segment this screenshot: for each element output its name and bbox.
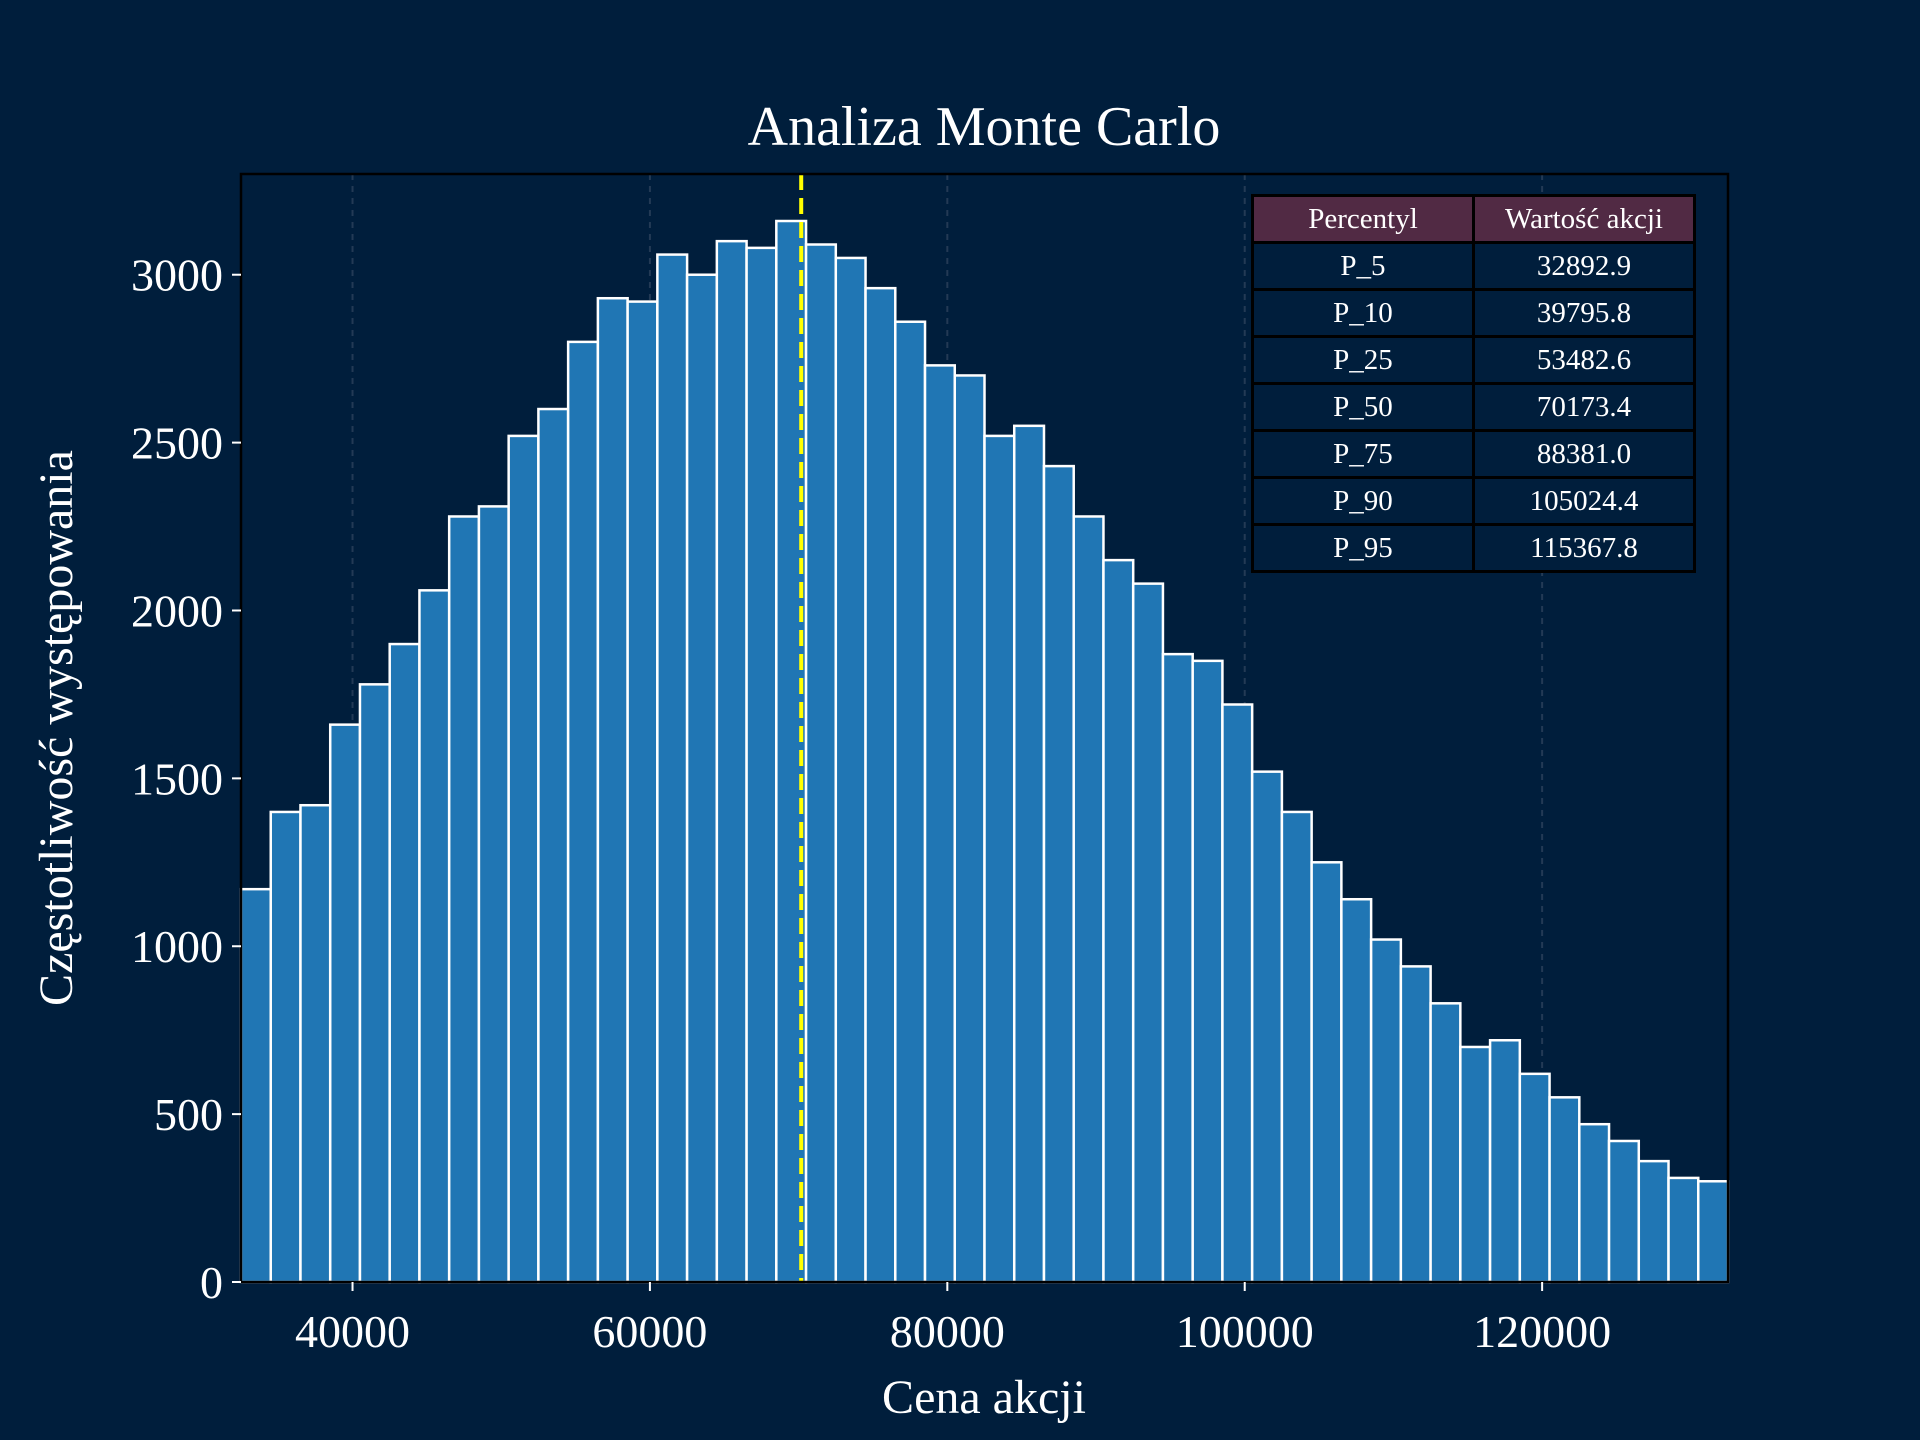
histogram-bar [1131, 582, 1165, 1284]
histogram-bar [1399, 965, 1432, 1284]
histogram-bar [953, 374, 986, 1284]
histogram-bar [269, 810, 302, 1284]
histogram-bar [1578, 1122, 1611, 1284]
chart-title: Analiza Monte Carlo [748, 96, 1221, 158]
table-cell-percentile: P_75 [1251, 429, 1475, 479]
table-cell-value: 70173.4 [1472, 382, 1696, 432]
y-tick-label: 2500 [131, 418, 223, 469]
histogram-bar [507, 434, 540, 1284]
histogram-bar [1250, 770, 1284, 1284]
table-cell-value: 32892.9 [1472, 241, 1696, 291]
histogram-bar [894, 320, 927, 1284]
table-cell-percentile: P_25 [1251, 335, 1475, 385]
histogram-bar [864, 286, 897, 1284]
histogram-bar [1697, 1180, 1730, 1284]
y-tick-label: 3000 [131, 250, 223, 301]
x-tick-label: 60000 [592, 1306, 707, 1357]
histogram-bar [1548, 1096, 1581, 1284]
histogram-bar [745, 246, 778, 1284]
plot-frame [239, 172, 1730, 1284]
x-axis-ticks: 40000 60000 80000 100000 120000 [295, 1282, 1611, 1357]
table-cell-percentile: P_95 [1251, 523, 1475, 573]
y-tick-label: 1500 [131, 753, 223, 804]
table-cell-percentile: P_5 [1251, 241, 1475, 291]
table-row: P_10 39795.8 [1251, 288, 1696, 338]
table-row: P_5 32892.9 [1251, 241, 1696, 291]
histogram-bar [388, 642, 421, 1284]
histogram-bar [1667, 1176, 1700, 1284]
y-axis-label: Częstotliwość występowania [30, 450, 83, 1006]
histogram-bar [1280, 810, 1313, 1284]
histogram-bar [537, 407, 570, 1284]
table-cell-value: 53482.6 [1472, 335, 1696, 385]
histogram-bar [596, 296, 629, 1284]
histogram-bar [299, 803, 332, 1284]
histogram-bar [1488, 1039, 1522, 1284]
histogram-bar [566, 340, 600, 1284]
table-row: P_90 105024.4 [1251, 476, 1696, 526]
table-header-percentile: Percentyl [1251, 194, 1475, 244]
x-axis-label: Cena akcji [882, 1371, 1086, 1424]
histogram-bar [447, 515, 481, 1284]
table-header-value: Wartość akcji [1472, 194, 1696, 244]
y-tick-label: 2000 [131, 585, 223, 636]
histogram-bar [1042, 464, 1075, 1284]
table-cell-percentile: P_50 [1251, 382, 1475, 432]
histogram-bar [685, 273, 719, 1284]
histogram-bar [1221, 703, 1254, 1284]
histogram-bar [715, 239, 748, 1284]
histogram-bar [923, 364, 957, 1284]
histogram-bar [656, 253, 689, 1284]
histogram-bar [328, 723, 362, 1284]
table-row: P_50 70173.4 [1251, 382, 1696, 432]
histogram-bar [1161, 652, 1194, 1284]
table-cell-percentile: P_10 [1251, 288, 1475, 338]
x-tick-label: 100000 [1176, 1306, 1314, 1357]
histogram-bar [1429, 1002, 1462, 1284]
table-cell-value: 105024.4 [1472, 476, 1696, 526]
x-tick-label: 120000 [1473, 1306, 1611, 1357]
histogram-bar [1012, 424, 1046, 1284]
y-tick-label: 1000 [131, 921, 223, 972]
histogram-bar [1191, 659, 1224, 1284]
histogram-bar [1340, 897, 1373, 1284]
y-axis-ticks: 0 500 1000 1500 2000 2500 3000 [131, 250, 241, 1308]
y-tick-label: 0 [200, 1257, 223, 1308]
histogram-bar [1310, 861, 1343, 1284]
histogram-bar [1072, 515, 1105, 1284]
table-cell-percentile: P_90 [1251, 476, 1475, 526]
histogram-bar [1518, 1072, 1551, 1284]
histogram-bar [418, 589, 451, 1284]
histogram-bar [804, 243, 838, 1284]
histogram-bar [1607, 1139, 1641, 1284]
x-tick-label: 40000 [295, 1306, 410, 1357]
histogram-bar [358, 683, 391, 1284]
table-header-row: Percentyl Wartość akcji [1251, 194, 1696, 244]
table-cell-value: 39795.8 [1472, 288, 1696, 338]
histogram-bar [477, 505, 510, 1284]
histogram-bar [1459, 1045, 1492, 1284]
histogram-bar [239, 887, 272, 1284]
y-tick-label: 500 [154, 1089, 223, 1140]
x-tick-label: 80000 [890, 1306, 1005, 1357]
table-row: P_75 88381.0 [1251, 429, 1696, 479]
table-cell-value: 115367.8 [1472, 523, 1696, 573]
table-cell-value: 88381.0 [1472, 429, 1696, 479]
histogram-bar [1102, 558, 1135, 1284]
histogram-bar [626, 300, 659, 1284]
histogram-bar [983, 434, 1016, 1284]
histogram-bar [1637, 1159, 1670, 1284]
histogram-bar [834, 256, 867, 1284]
percentile-table: Percentyl Wartość akcji P_5 32892.9 P_10… [1251, 194, 1696, 573]
table-row: P_95 115367.8 [1251, 523, 1696, 573]
histogram-bar [1369, 938, 1403, 1284]
table-row: P_25 53482.6 [1251, 335, 1696, 385]
